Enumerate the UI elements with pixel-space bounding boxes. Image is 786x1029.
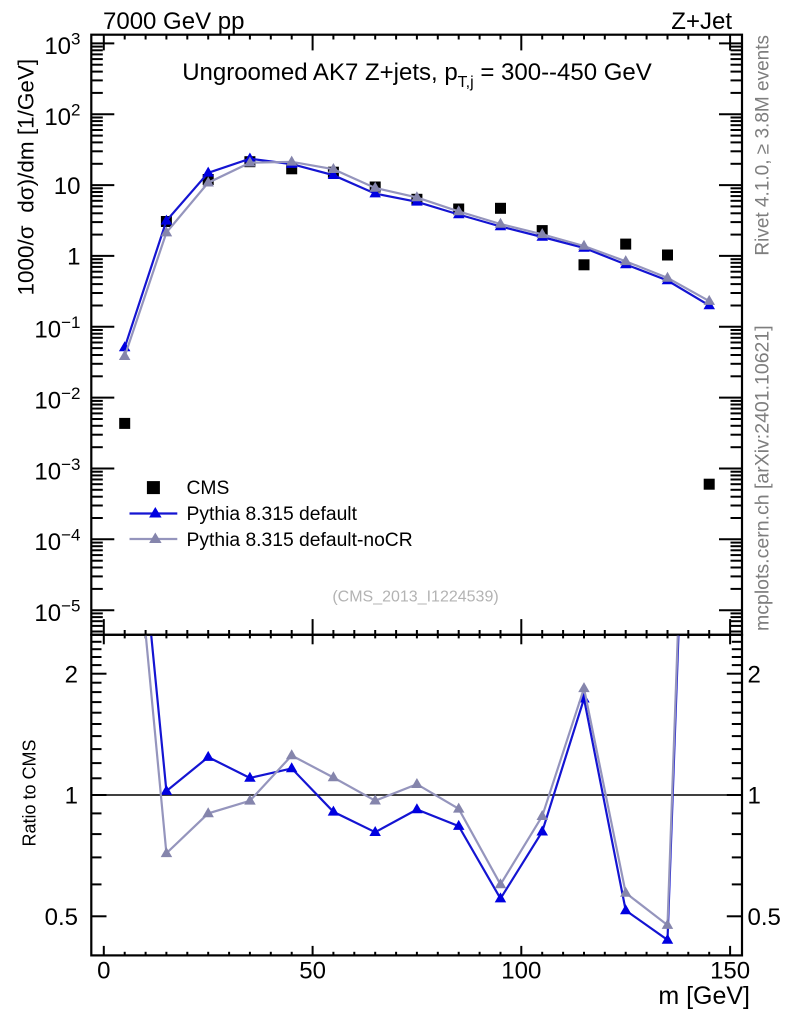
svg-text:50: 50 xyxy=(299,958,326,985)
svg-text:Pythia 8.315 default-noCR: Pythia 8.315 default-noCR xyxy=(187,530,413,551)
svg-text:10−4: 10−4 xyxy=(34,526,80,557)
svg-text:10−2: 10−2 xyxy=(34,384,80,415)
svg-text:0.5: 0.5 xyxy=(45,904,78,931)
svg-text:0.5: 0.5 xyxy=(748,904,781,931)
svg-text:Ungroomed AK7 Z+jets, pT,j = 3: Ungroomed AK7 Z+jets, pT,j = 300--450 Ge… xyxy=(182,59,652,91)
svg-text:1: 1 xyxy=(67,244,80,271)
svg-text:CMS: CMS xyxy=(187,478,230,499)
svg-text:10−5: 10−5 xyxy=(34,597,80,628)
svg-text:2: 2 xyxy=(748,661,761,688)
svg-text:Z+Jet: Z+Jet xyxy=(671,8,732,35)
svg-text:mcplots.cern.ch [arXiv:2401.10: mcplots.cern.ch [arXiv:2401.10621] xyxy=(752,325,774,631)
svg-text:m [GeV]: m [GeV] xyxy=(658,982,750,1010)
svg-text:10: 10 xyxy=(54,173,81,200)
svg-text:Rivet 4.1.0, ≥ 3.8M events: Rivet 4.1.0, ≥ 3.8M events xyxy=(753,35,774,256)
svg-text:0: 0 xyxy=(97,958,110,985)
svg-text:100: 100 xyxy=(501,958,541,985)
svg-text:7000 GeV pp: 7000 GeV pp xyxy=(103,8,244,35)
svg-text:1000/σ dσ)/dm [1/GeV]: 1000/σ dσ)/dm [1/GeV] xyxy=(14,59,39,296)
svg-text:Ratio to CMS: Ratio to CMS xyxy=(20,739,40,846)
svg-text:1: 1 xyxy=(748,783,761,810)
svg-text:150: 150 xyxy=(710,958,750,985)
svg-text:(CMS_2013_I1224539): (CMS_2013_I1224539) xyxy=(332,589,498,606)
svg-text:2: 2 xyxy=(65,661,78,688)
svg-text:1: 1 xyxy=(65,783,78,810)
svg-text:Pythia 8.315 default: Pythia 8.315 default xyxy=(187,504,358,525)
